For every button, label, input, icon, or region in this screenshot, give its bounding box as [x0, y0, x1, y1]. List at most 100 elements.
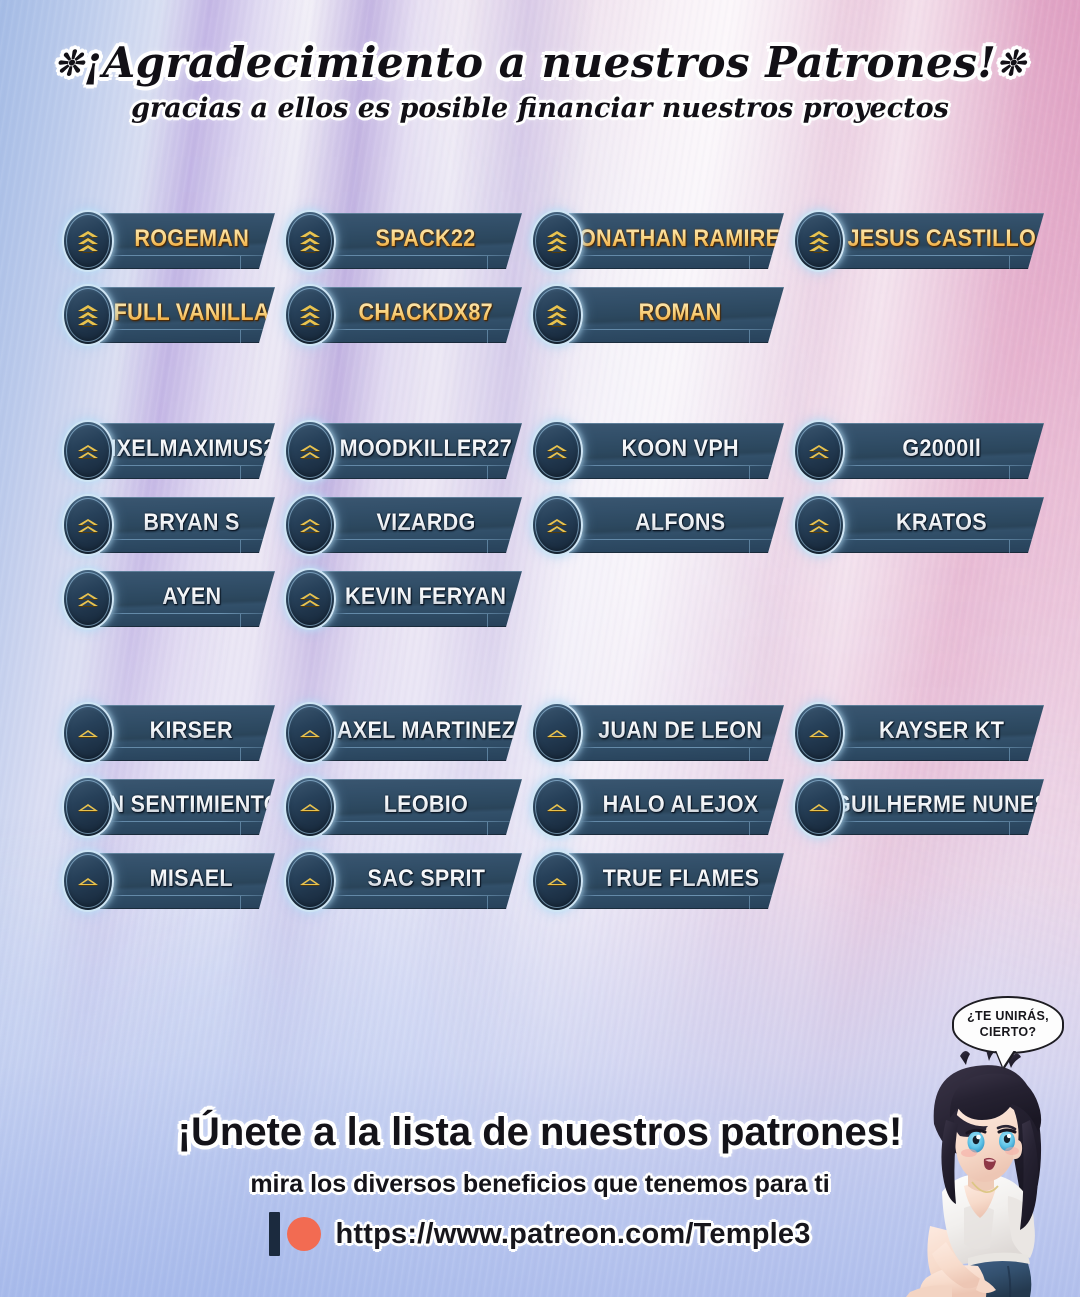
- patron-row: KIRSER AXEL MARTINEZ JUAN DE LEON KAYSER KT: [0, 696, 1080, 770]
- chevron-icon: [78, 245, 98, 252]
- chevron-icon: [78, 238, 98, 245]
- chevron-icon: [809, 245, 829, 252]
- patron-badge[interactable]: SAC SPRIT: [284, 850, 522, 912]
- chevron-icon: [78, 231, 98, 238]
- single-chevron-icon: [531, 702, 583, 764]
- patron-badge[interactable]: MISAEL: [62, 850, 275, 912]
- chevron-icon: [300, 231, 320, 238]
- single-chevron-icon: [62, 850, 114, 912]
- patron-name-plate: ROMAN: [569, 287, 784, 343]
- chevron-stack: [547, 305, 567, 326]
- patron-name-plate: HALO ALEJOX: [569, 779, 784, 835]
- patron-badge[interactable]: KRATOS: [793, 494, 1044, 556]
- single-chevron-icon: [284, 776, 336, 838]
- patron-badge[interactable]: VIZARDG: [284, 494, 522, 556]
- patron-badge[interactable]: KEVIN FERYAN: [284, 568, 522, 630]
- patron-name-plate: JONATHAN RAMIRES: [569, 213, 784, 269]
- patron-name-plate: KAYSER KT: [831, 705, 1044, 761]
- patron-badge[interactable]: CHACKDX87: [284, 284, 522, 346]
- triple-chevron-icon: [793, 210, 845, 272]
- patron-badge[interactable]: JUAN DE LEON: [531, 702, 784, 764]
- patron-badge[interactable]: JESUS CASTILLO: [793, 210, 1044, 272]
- chevron-icon: [78, 518, 98, 525]
- chevron-stack: [300, 231, 320, 252]
- chevron-icon: [300, 803, 320, 811]
- patron-name: AXEL MARTINEZ: [337, 719, 515, 747]
- patron-name-plate: KOON VPH: [569, 423, 784, 479]
- chevron-icon: [300, 444, 320, 451]
- double-chevron-icon: [62, 420, 114, 482]
- chevron-stack: [78, 729, 98, 737]
- patron-name: AYEN: [162, 585, 221, 613]
- patreon-url-link[interactable]: https://www.patreon.com/Temple3: [335, 1217, 811, 1250]
- chevron-icon: [300, 312, 320, 319]
- patron-badge[interactable]: KAYSER KT: [793, 702, 1044, 764]
- patreon-bar-icon: [269, 1212, 281, 1256]
- patron-badge[interactable]: LEOBIO: [284, 776, 522, 838]
- chevron-icon: [547, 877, 567, 885]
- chevron-icon: [300, 451, 320, 458]
- patron-badge[interactable]: GUILHERME NUNES: [793, 776, 1044, 838]
- patron-name-plate: ALFONS: [569, 497, 784, 553]
- patron-badge[interactable]: AYEN: [62, 568, 275, 630]
- anime-girl-illustration: [868, 1046, 1080, 1297]
- patron-name: PIXELMAXIMUS21: [95, 437, 287, 465]
- patron-badge[interactable]: KOON VPH: [531, 420, 784, 482]
- patron-badge[interactable]: HALO ALEJOX: [531, 776, 784, 838]
- chevron-icon: [547, 803, 567, 811]
- patron-badge[interactable]: ROGEMAN: [62, 210, 275, 272]
- patron-name: HALO ALEJOX: [603, 793, 759, 821]
- patron-badge[interactable]: SIN SENTIMIENTOS: [62, 776, 275, 838]
- patron-badge[interactable]: FULL VANILLA: [62, 284, 275, 346]
- chevron-stack: [809, 803, 829, 811]
- tier-separator: [0, 352, 1080, 414]
- chevron-icon: [547, 305, 567, 312]
- patron-name-plate: SPACK22: [322, 213, 522, 269]
- patron-row: ROGEMAN SPACK22 JONATHAN RAMIRES JESUS CAST…: [0, 204, 1080, 278]
- patron-name-plate: VIZARDG: [322, 497, 522, 553]
- chevron-icon: [300, 877, 320, 885]
- patron-name-plate: MOODKILLER27: [322, 423, 522, 479]
- flourish-right-icon: ❊: [996, 44, 1026, 84]
- patron-badge[interactable]: AXEL MARTINEZ: [284, 702, 522, 764]
- single-chevron-icon: [793, 702, 845, 764]
- chevron-stack: [78, 518, 98, 532]
- single-chevron-icon: [284, 850, 336, 912]
- patron-row: BRYAN S VIZARDG ALFONS KRATOS: [0, 488, 1080, 562]
- patron-badge[interactable]: ROMAN: [531, 284, 784, 346]
- chevron-icon: [300, 245, 320, 252]
- chevron-stack: [809, 231, 829, 252]
- patron-name: SPACK22: [376, 227, 476, 255]
- patron-badge[interactable]: BRYAN S: [62, 494, 275, 556]
- double-chevron-icon: [284, 568, 336, 630]
- chevron-stack: [78, 231, 98, 252]
- chevron-stack: [547, 729, 567, 737]
- patron-badge[interactable]: TRUE FLAMES: [531, 850, 784, 912]
- patron-name: KEVIN FERYAN: [345, 585, 506, 613]
- patron-name: SIN SENTIMIENTOS: [88, 793, 296, 821]
- patron-name-plate: AXEL MARTINEZ: [322, 705, 522, 761]
- chevron-icon: [78, 451, 98, 458]
- patreon-dot-icon: [287, 1217, 322, 1251]
- patron-name-plate: TRUE FLAMES: [569, 853, 784, 909]
- patron-badge[interactable]: PIXELMAXIMUS21: [62, 420, 275, 482]
- double-chevron-icon: [284, 420, 336, 482]
- patron-badge[interactable]: MOODKILLER27: [284, 420, 522, 482]
- single-chevron-icon: [531, 776, 583, 838]
- chevron-stack: [547, 518, 567, 532]
- chevron-icon: [547, 245, 567, 252]
- double-chevron-icon: [793, 494, 845, 556]
- patron-badge[interactable]: ALFONS: [531, 494, 784, 556]
- patron-name: KIRSER: [150, 719, 233, 747]
- patron-row: AYEN KEVIN FERYAN: [0, 562, 1080, 636]
- patron-badge[interactable]: KIRSER: [62, 702, 275, 764]
- patreon-link-row[interactable]: https://www.patreon.com/Temple3: [0, 1212, 1080, 1256]
- patron-name-plate: SIN SENTIMIENTOS: [100, 779, 275, 835]
- double-chevron-icon: [531, 494, 583, 556]
- patron-name: KRATOS: [896, 511, 987, 539]
- patron-badge[interactable]: JONATHAN RAMIRES: [531, 210, 784, 272]
- patron-badge[interactable]: G2000Il: [793, 420, 1044, 482]
- patron-badge[interactable]: SPACK22: [284, 210, 522, 272]
- chevron-icon: [300, 305, 320, 312]
- patron-name: MOODKILLER27: [340, 437, 512, 465]
